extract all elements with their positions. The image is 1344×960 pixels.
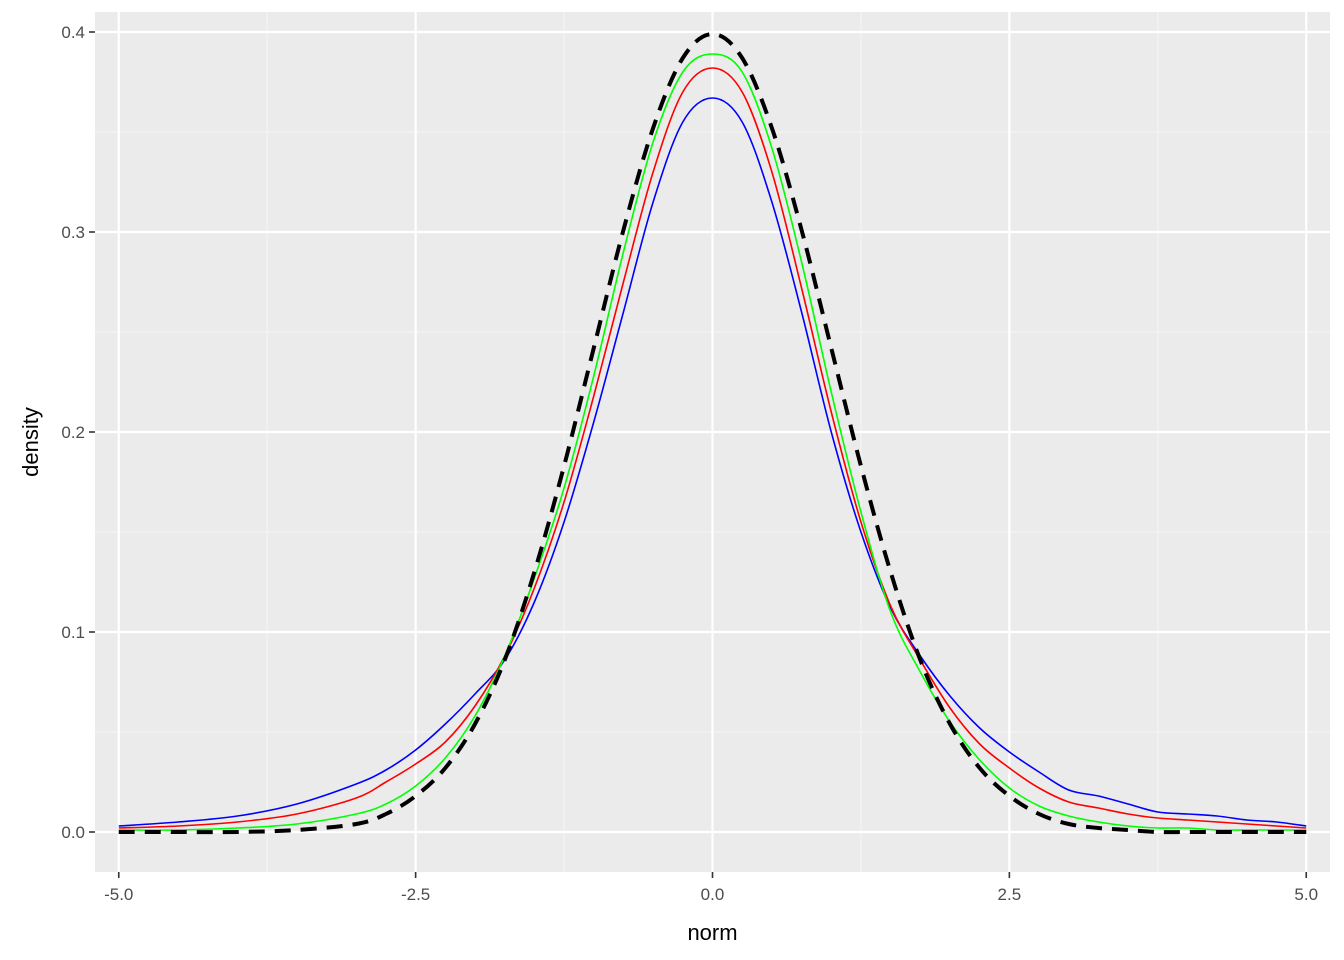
y-axis-title: density — [18, 407, 43, 477]
y-tick-label: 0.0 — [61, 823, 85, 842]
density-line-dashed — [118, 32, 1307, 835]
density-line-series-2 — [118, 67, 1307, 829]
grid-major — [95, 12, 1330, 872]
y-tick-label: 0.4 — [61, 23, 85, 42]
x-tick-label: -2.5 — [401, 885, 430, 904]
series-layer — [118, 32, 1307, 835]
x-tick-label: 5.0 — [1294, 885, 1318, 904]
x-axis: -5.0 -2.5 0.0 2.5 5.0 — [104, 872, 1318, 904]
y-axis: 0.0 0.1 0.2 0.3 0.4 — [61, 23, 95, 842]
x-tick-label: 2.5 — [998, 885, 1022, 904]
density-line-series-3 — [118, 53, 1307, 831]
x-tick-label: 0.0 — [701, 885, 725, 904]
density-line-series-1 — [118, 97, 1307, 827]
y-tick-label: 0.2 — [61, 423, 85, 442]
x-axis-title: norm — [687, 920, 737, 945]
y-tick-label: 0.1 — [61, 623, 85, 642]
x-tick-label: -5.0 — [104, 885, 133, 904]
y-tick-label: 0.3 — [61, 223, 85, 242]
